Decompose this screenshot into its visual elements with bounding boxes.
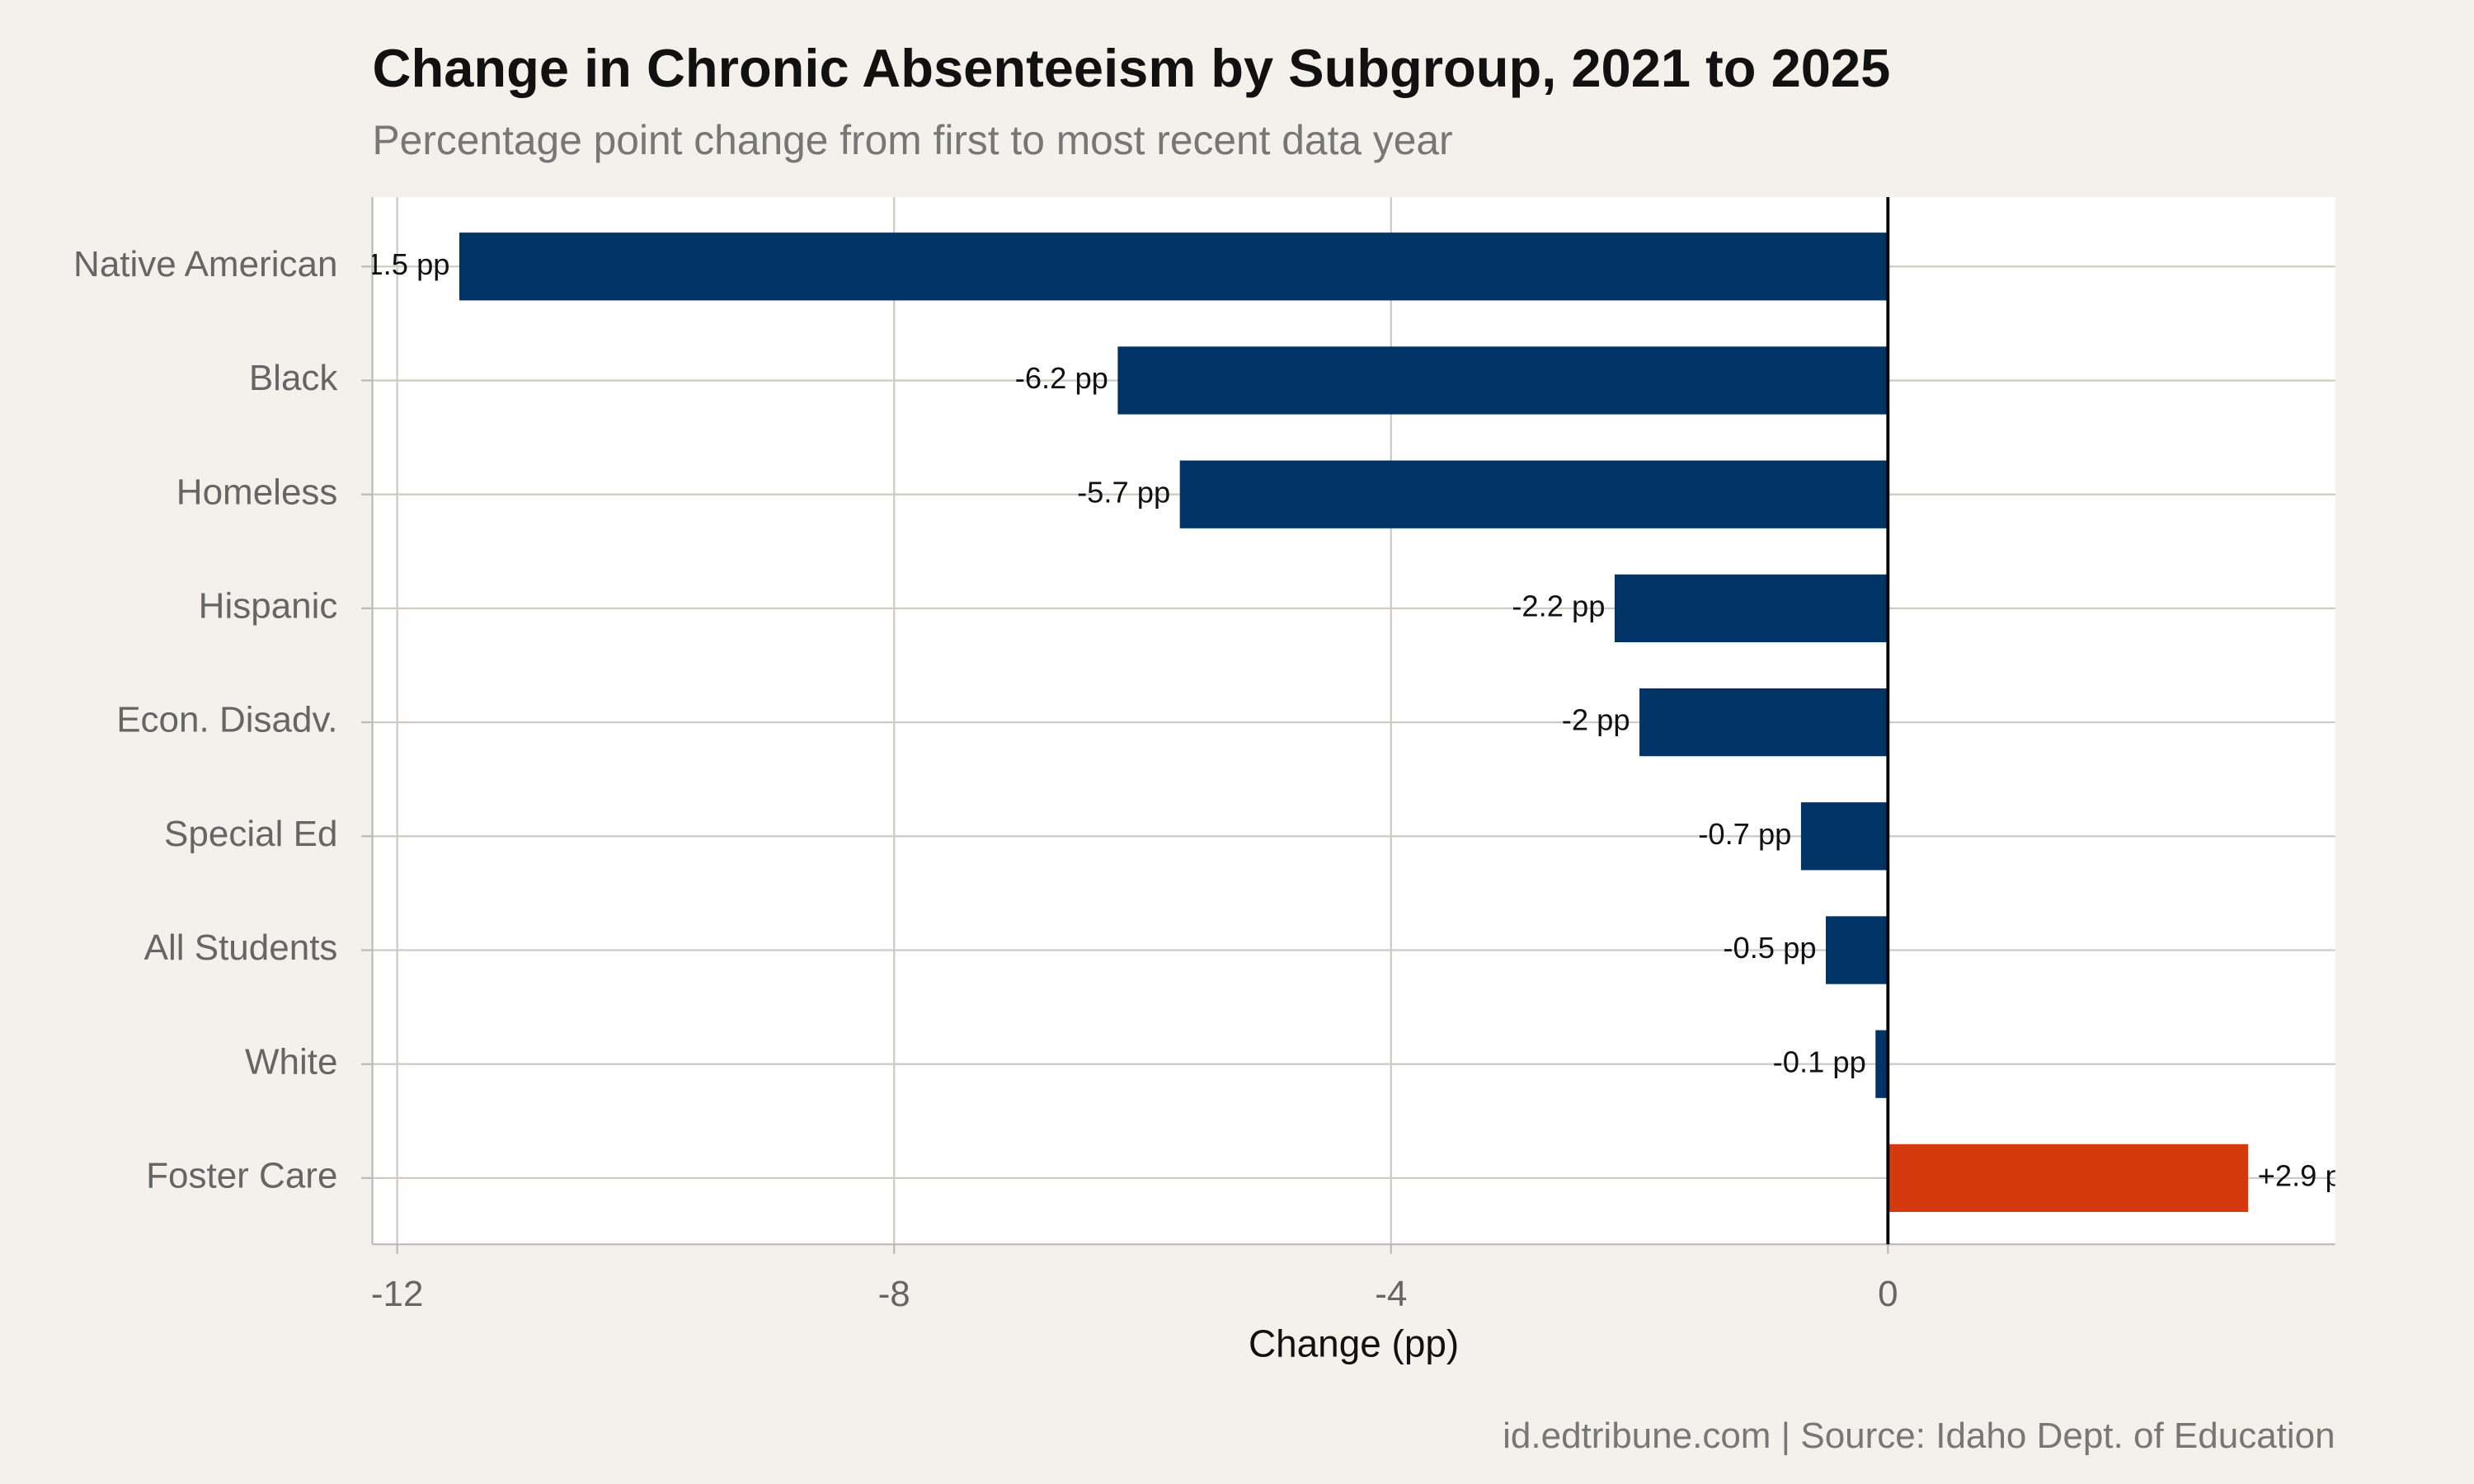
value-labels: -11.5 pp -6.2 pp -5.7 pp -2.2 pp -2 pp -0.7 p… (342, 247, 2359, 1193)
chart-title: Change in Chronic Absenteeism by Subgrou… (373, 38, 1891, 98)
y-tick-label: White (245, 1041, 337, 1082)
x-tick-label: -4 (1375, 1274, 1407, 1314)
value-label: -6.2 pp (1015, 361, 1108, 395)
y-tick-label: Native American (73, 244, 337, 284)
bar (1875, 1030, 1888, 1098)
y-tick-label: Hispanic (199, 586, 338, 627)
y-tick-label: Econ. Disadv. (116, 700, 337, 740)
bar (1614, 574, 1888, 643)
x-tick-label: -12 (371, 1274, 424, 1314)
value-label: +2.9 pp (2258, 1159, 2359, 1193)
value-label: -0.1 pp (1773, 1045, 1866, 1078)
value-label: -0.5 pp (1723, 931, 1816, 965)
y-tick-label: Special Ed (164, 814, 337, 854)
y-tick-label: Black (249, 358, 339, 398)
bars (459, 232, 2249, 1213)
value-label: -0.7 pp (1698, 817, 1791, 851)
x-axis-title: Change (pp) (1249, 1322, 1459, 1365)
bar (1826, 916, 1888, 984)
bar (459, 232, 1888, 301)
chart-subtitle: Percentage point change from first to mo… (373, 117, 1453, 163)
y-tick-label: Foster Care (146, 1156, 337, 1196)
y-tick-label: All Students (144, 928, 338, 968)
x-tick-label: 0 (1878, 1274, 1898, 1314)
y-tick-label: Homeless (176, 472, 338, 512)
x-tick-label: -8 (878, 1274, 910, 1314)
bar (1639, 688, 1888, 757)
bar (1888, 1144, 2249, 1213)
bar (1179, 460, 1888, 528)
bar (1800, 802, 1888, 871)
caption: id.edtribune.com | Source: Idaho Dept. o… (1503, 1416, 2335, 1456)
value-label: -2.2 pp (1512, 589, 1605, 622)
value-label: -5.7 pp (1077, 475, 1170, 509)
value-label: -11.5 pp (342, 247, 450, 281)
value-label: -2 pp (1562, 703, 1630, 737)
bar (1117, 346, 1888, 415)
